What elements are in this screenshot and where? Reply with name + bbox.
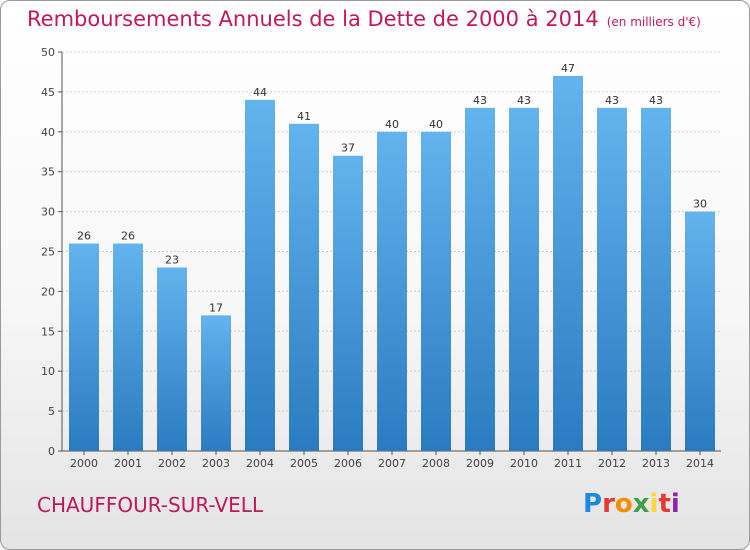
value-label-2002: 23 bbox=[165, 253, 179, 266]
bar-2000 bbox=[69, 243, 99, 451]
x-tick-label: 2002 bbox=[158, 457, 186, 470]
x-tick-label: 2005 bbox=[290, 457, 318, 470]
y-tick-label: 0 bbox=[48, 445, 55, 458]
axes: 0 5 10 15 20 25 30 35 40 45 50 2000 2001 2002 2003 2004… bbox=[41, 46, 721, 470]
x-tick-label: 2014 bbox=[686, 457, 714, 470]
logo-letter: i bbox=[670, 489, 680, 519]
logo-letter: r bbox=[602, 489, 615, 519]
value-label-2007: 40 bbox=[385, 118, 399, 131]
bar-2003 bbox=[201, 315, 231, 451]
logo-letter: P bbox=[583, 489, 603, 519]
x-tick-label: 2001 bbox=[114, 457, 142, 470]
bar-2004 bbox=[245, 99, 275, 451]
city-name: CHAUFFOUR-SUR-VELL bbox=[37, 493, 264, 517]
bar-2014 bbox=[685, 211, 715, 451]
logo-letter: t bbox=[658, 489, 671, 519]
x-tick-label: 2008 bbox=[422, 457, 450, 470]
chart-title-unit: (en milliers d'€) bbox=[606, 15, 701, 29]
y-tick-label: 15 bbox=[41, 325, 55, 338]
value-label-2009: 43 bbox=[473, 94, 487, 107]
y-tick-label: 25 bbox=[41, 246, 55, 259]
y-tick-label: 30 bbox=[41, 206, 55, 219]
logo-letter: o bbox=[614, 489, 633, 519]
chart-title-text: Remboursements Annuels de la Dette de 20… bbox=[27, 7, 599, 31]
y-tick-label: 40 bbox=[41, 126, 55, 139]
logo-letter: i bbox=[649, 489, 659, 519]
value-label-2011: 47 bbox=[561, 62, 575, 75]
value-label-2001: 26 bbox=[121, 230, 135, 243]
bar-2009 bbox=[465, 107, 495, 452]
bar-2007 bbox=[377, 131, 407, 452]
bar-2012 bbox=[597, 107, 627, 452]
bar-2002 bbox=[157, 267, 187, 451]
y-tick-label: 35 bbox=[41, 166, 55, 179]
value-label-2005: 41 bbox=[297, 110, 311, 123]
x-tick-label: 2013 bbox=[642, 457, 670, 470]
y-tick-label: 20 bbox=[41, 285, 55, 298]
bar-2013 bbox=[641, 107, 671, 452]
value-label-2008: 40 bbox=[429, 118, 443, 131]
bar-2008 bbox=[421, 131, 451, 452]
bar-2005 bbox=[289, 123, 319, 451]
chart-title: Remboursements Annuels de la Dette de 20… bbox=[27, 7, 701, 31]
value-label-2013: 43 bbox=[649, 94, 663, 107]
bar-2006 bbox=[333, 155, 363, 452]
proxiti-logo[interactable]: Proxiti bbox=[583, 489, 680, 519]
x-tick-label: 2007 bbox=[378, 457, 406, 470]
value-label-2000: 26 bbox=[77, 230, 91, 243]
value-label-2006: 37 bbox=[341, 142, 355, 155]
value-label-2012: 43 bbox=[605, 94, 619, 107]
bar-2001 bbox=[113, 243, 143, 451]
bars bbox=[69, 75, 715, 452]
x-tick-label: 2009 bbox=[466, 457, 494, 470]
value-label-2014: 30 bbox=[693, 198, 707, 211]
x-tick-label: 2011 bbox=[554, 457, 582, 470]
y-tick-label: 5 bbox=[48, 405, 55, 418]
x-tick-label: 2003 bbox=[202, 457, 230, 470]
x-tick-label: 2010 bbox=[510, 457, 538, 470]
x-tick-label: 2006 bbox=[334, 457, 362, 470]
bar-2011 bbox=[553, 75, 583, 451]
y-tick-label: 50 bbox=[41, 46, 55, 59]
x-tick-label: 2004 bbox=[246, 457, 274, 470]
y-tick-label: 10 bbox=[41, 365, 55, 378]
value-labels: 26 26 23 17 44 41 37 40 40 43 43 47 43 43 30 bbox=[77, 62, 707, 314]
value-label-2010: 43 bbox=[517, 94, 531, 107]
y-tick-label: 45 bbox=[41, 86, 55, 99]
x-tick-label: 2000 bbox=[70, 457, 98, 470]
logo-letter: x bbox=[632, 489, 650, 519]
x-tick-label: 2012 bbox=[598, 457, 626, 470]
value-label-2003: 17 bbox=[209, 301, 223, 314]
bar-2010 bbox=[509, 107, 539, 452]
value-label-2004: 44 bbox=[253, 86, 267, 99]
